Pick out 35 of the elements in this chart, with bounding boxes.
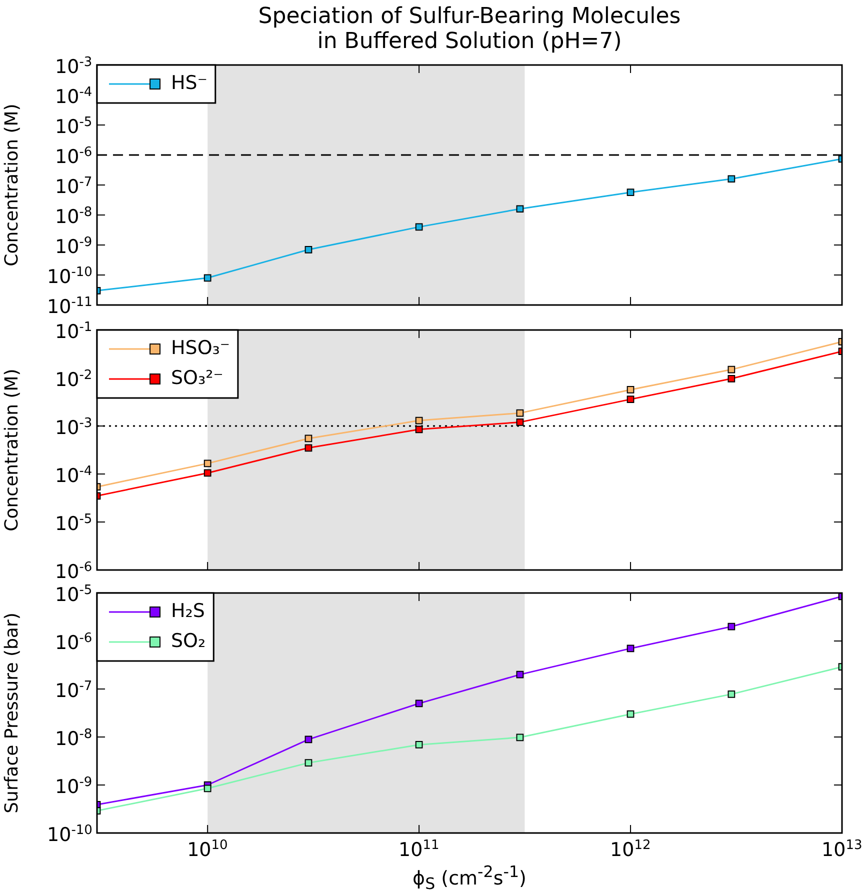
y-axis-title: Concentration (M) — [1, 104, 22, 266]
y-tick-label: 10$^{-6}$ — [55, 631, 92, 654]
y-tick-label: 10$^{-7}$ — [55, 175, 92, 198]
y-tick-label: 10$^{-10}$ — [47, 265, 92, 288]
y-tick-label: 10$^{-8}$ — [55, 727, 92, 750]
x-axis-title: ϕ$_{S}$ (cm$^{-2}$s$^{-1}$) — [412, 862, 528, 890]
legend-label: H₂S — [171, 600, 205, 622]
y-tick-label: 10$^{-5}$ — [55, 115, 92, 138]
y-tick-label: 10$^{-4}$ — [55, 464, 92, 487]
y-tick-label: 10$^{-10}$ — [47, 823, 92, 846]
chart-title: Speciation of Sulfur-Bearing Molecules in Buffered Solution (pH=7) — [257, 4, 682, 54]
y-tick-label: 10$^{-6}$ — [55, 145, 92, 168]
y-tick-label: 10$^{-6}$ — [55, 560, 92, 583]
y-tick-label: 10$^{-5}$ — [55, 512, 92, 535]
y-tick-label: 10$^{-1}$ — [55, 320, 92, 343]
legend-label: SO₂ — [171, 630, 206, 652]
y-axis-title: Concentration (M) — [1, 368, 22, 532]
legend-label: SO₃²⁻ — [171, 366, 224, 389]
y-tick-label: 10$^{-11}$ — [47, 295, 92, 318]
y-tick-label: 10$^{-4}$ — [55, 85, 92, 108]
y-tick-label: 10$^{-5}$ — [55, 583, 92, 606]
y-tick-label: 10$^{-9}$ — [55, 775, 92, 798]
x-tick-label: 10$^{13}$ — [822, 838, 862, 861]
x-tick-label: 10$^{12}$ — [610, 838, 651, 861]
y-tick-label: 10$^{-2}$ — [55, 368, 92, 391]
y-tick-label: 10$^{-8}$ — [55, 205, 92, 228]
x-tick-label: 10$^{10}$ — [187, 838, 228, 861]
x-tick-label: 10$^{11}$ — [398, 838, 440, 861]
y-tick-label: 10$^{-7}$ — [55, 679, 92, 702]
y-tick-label: 10$^{-9}$ — [55, 235, 92, 258]
legend-label: HS⁻ — [171, 72, 208, 94]
y-tick-label: 10$^{-3}$ — [55, 416, 92, 439]
legend-label: HSO₃⁻ — [171, 336, 230, 359]
y-tick-label: 10$^{-3}$ — [55, 55, 92, 78]
y-axis-title: Surface Pressure (bar) — [1, 612, 22, 814]
